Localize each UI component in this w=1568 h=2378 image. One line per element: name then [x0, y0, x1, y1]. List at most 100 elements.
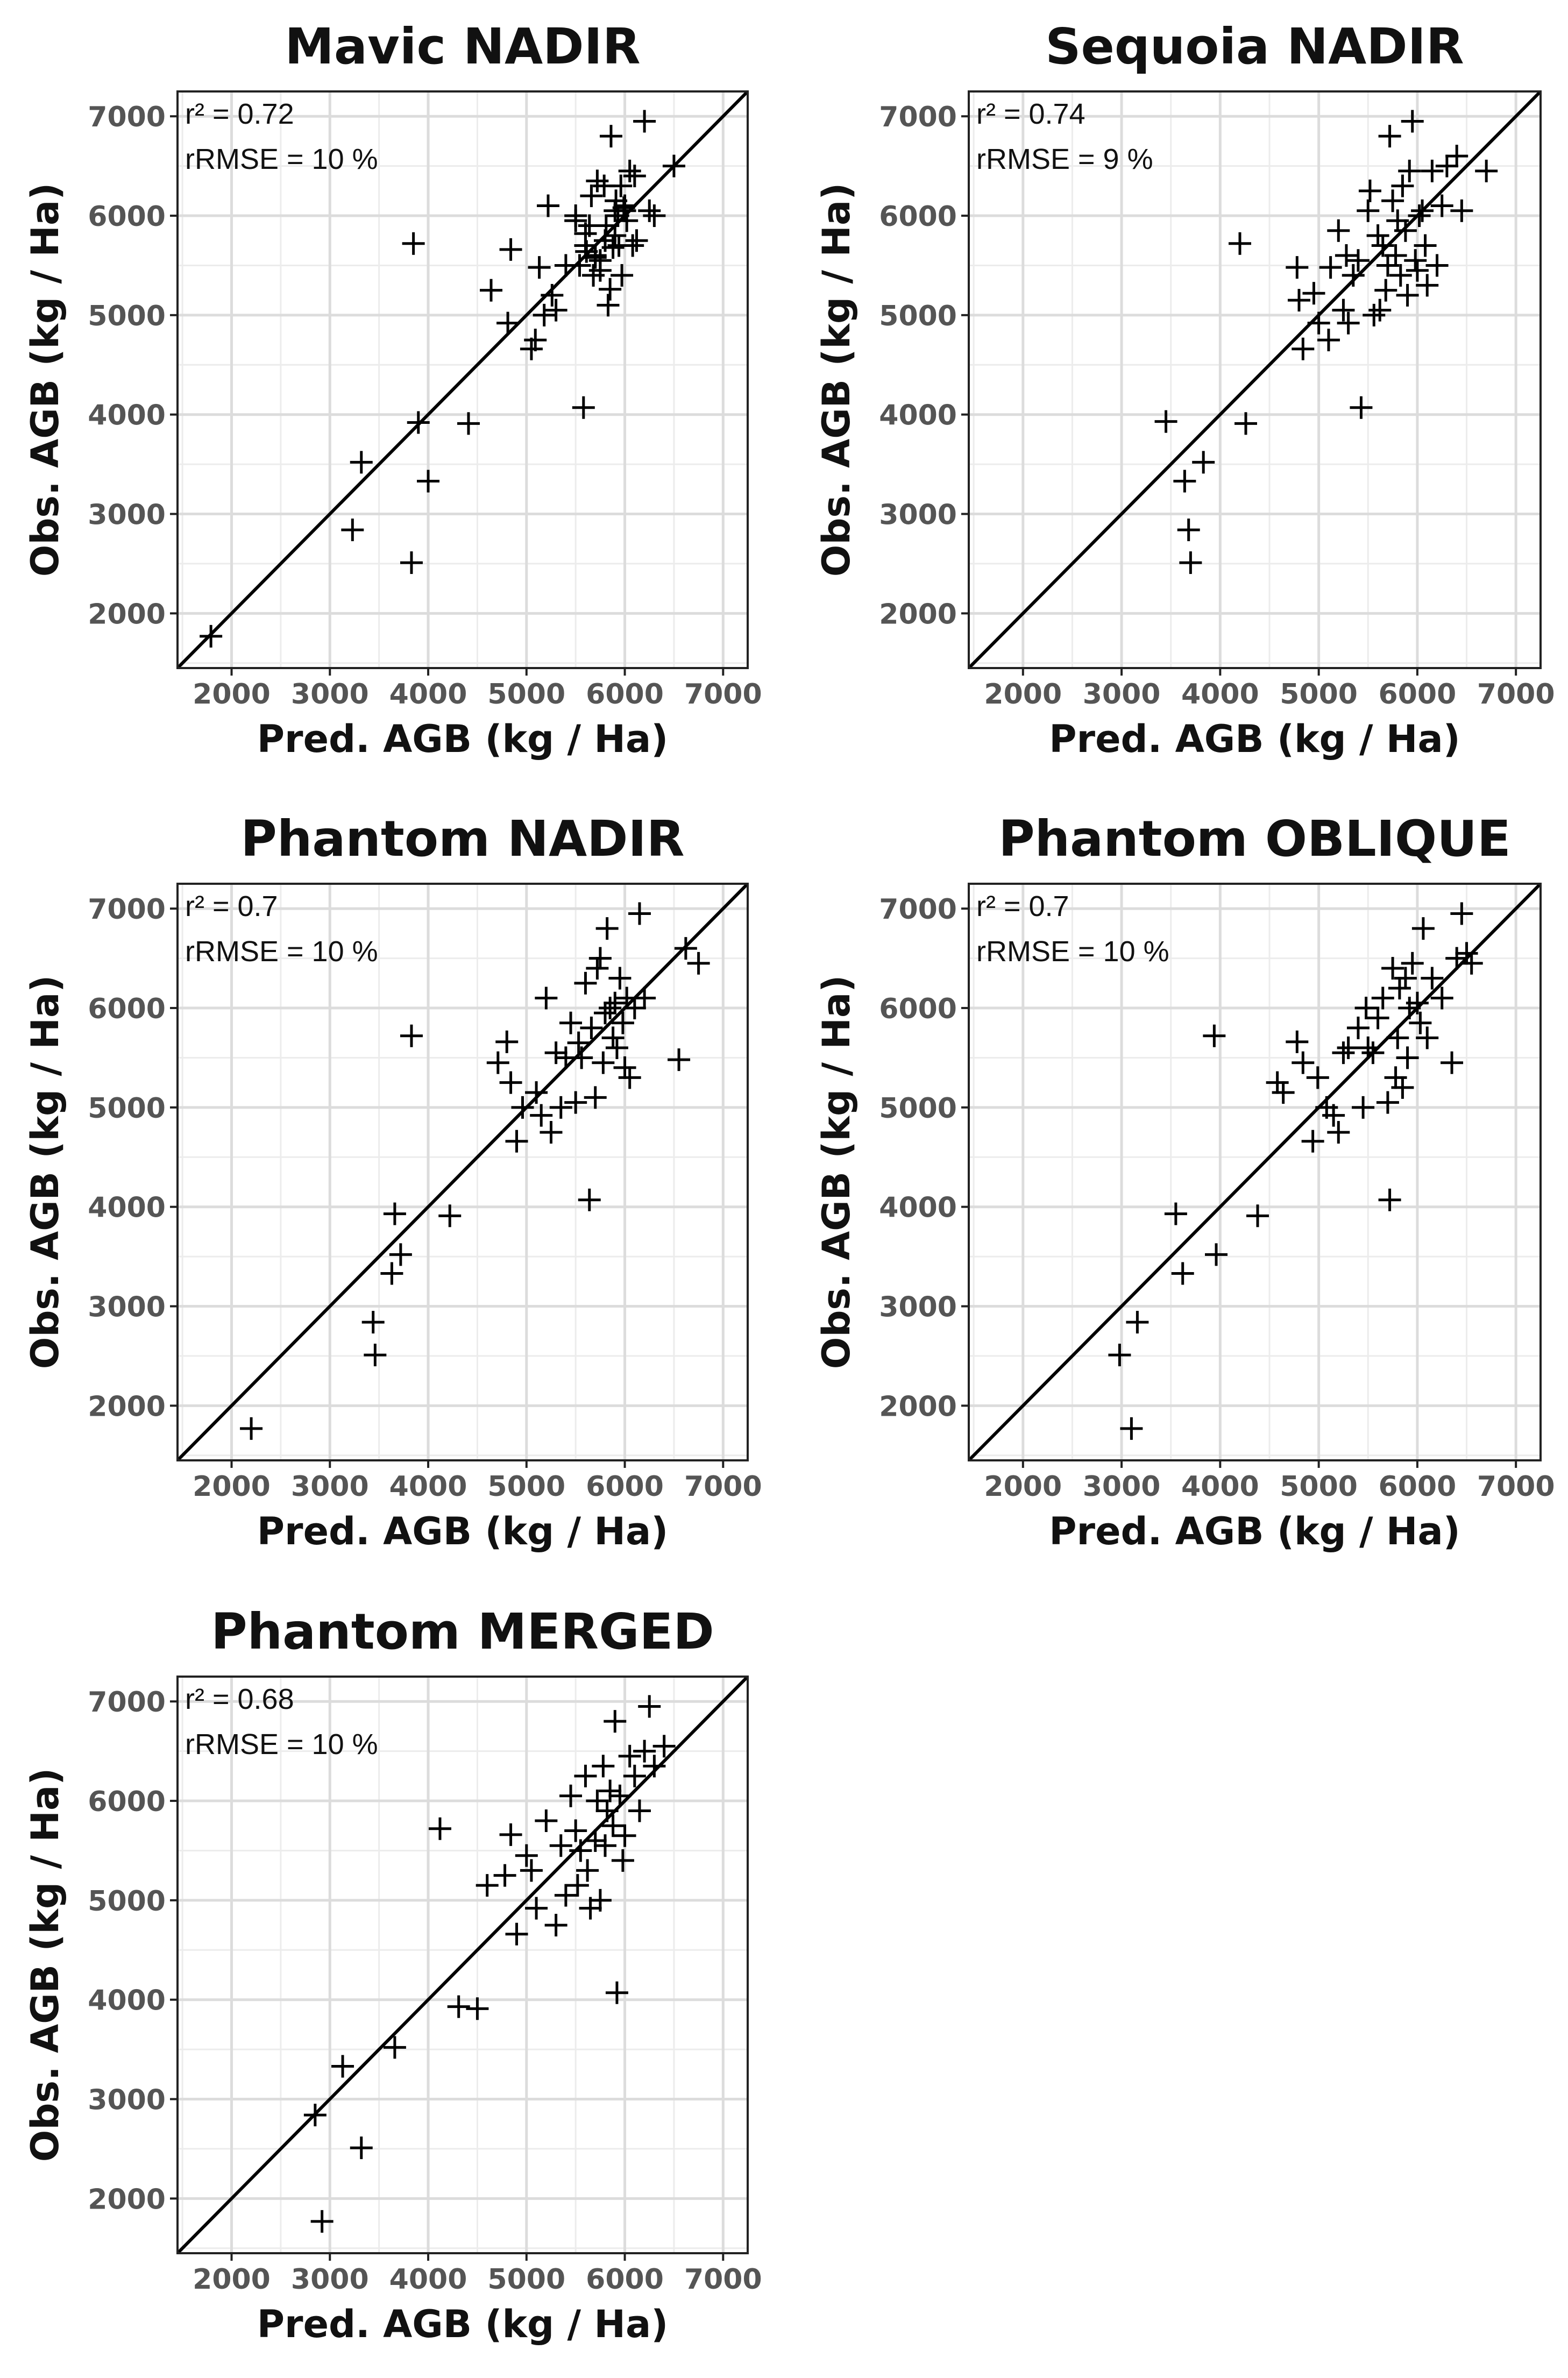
- data-point: [574, 1764, 597, 1787]
- data-point: [544, 1041, 567, 1064]
- data-point: [1368, 299, 1392, 322]
- r-squared-label: r² = 0.74: [976, 98, 1085, 130]
- data-point: [588, 1889, 612, 1912]
- y-tick-label: 3000: [879, 1291, 957, 1324]
- data-point: [537, 194, 559, 217]
- chart-title: Phantom OBLIQUE: [998, 810, 1511, 868]
- data-point: [1154, 410, 1177, 433]
- data-point: [1398, 159, 1421, 182]
- data-point: [588, 249, 612, 272]
- data-point: [605, 1036, 628, 1059]
- data-point: [457, 412, 480, 435]
- data-point: [1350, 396, 1373, 419]
- data-point: [618, 1744, 641, 1767]
- data-point: [1396, 1046, 1419, 1069]
- data-point: [1374, 279, 1397, 302]
- data-point: [599, 1779, 622, 1802]
- y-tick-label: 5000: [879, 300, 957, 332]
- x-axis-label: Pred. AGB (kg / Ha): [1049, 717, 1460, 761]
- data-point: [621, 234, 644, 257]
- data-point: [1445, 145, 1468, 168]
- data-point: [594, 1002, 616, 1025]
- data-point: [438, 1204, 462, 1227]
- data-point: [1378, 1188, 1401, 1211]
- x-tick-label: 5000: [487, 1471, 565, 1503]
- y-tick-label: 4000: [88, 1985, 166, 2017]
- data-point: [1108, 1344, 1131, 1367]
- data-point: [1357, 1036, 1380, 1059]
- r-squared-label: r² = 0.68: [185, 1683, 294, 1715]
- data-point: [1409, 1011, 1432, 1034]
- data-point: [586, 957, 609, 980]
- y-axis-label: Obs. AGB (kg / Ha): [23, 975, 67, 1369]
- rrmse-label: rRMSE = 10 %: [976, 935, 1169, 968]
- data-point: [1475, 159, 1498, 182]
- y-tick-label: 4000: [88, 400, 166, 432]
- data-point: [1381, 957, 1404, 980]
- data-point: [1450, 902, 1473, 925]
- data-point: [1388, 977, 1411, 1000]
- data-point: [447, 1995, 470, 2018]
- y-tick-label: 7000: [88, 893, 166, 926]
- data-point: [1327, 1121, 1350, 1144]
- data-point: [1171, 1262, 1194, 1285]
- data-point: [1246, 1204, 1269, 1227]
- data-point: [520, 1859, 543, 1882]
- data-point: [1292, 337, 1315, 360]
- plot-border: [968, 90, 1542, 669]
- data-point: [1287, 289, 1310, 312]
- x-tick-label: 7000: [684, 1471, 762, 1503]
- chart-panel-2: 2000 3000 4000 5000 6000 7000 2000 3000 4000 5000…: [814, 18, 1555, 761]
- data-point: [628, 902, 651, 925]
- x-tick-label: 4000: [389, 1471, 467, 1503]
- x-tick-label: 6000: [1379, 1471, 1457, 1503]
- data-point: [594, 229, 616, 252]
- data-point: [586, 1790, 609, 1813]
- data-point: [1441, 1051, 1464, 1074]
- chart-title: Phantom NADIR: [240, 810, 684, 868]
- y-tick-label: 7000: [88, 101, 166, 133]
- data-point: [389, 1243, 412, 1266]
- chart-panel-4: 2000 3000 4000 5000 6000 7000 2000 3000 4000 5000…: [814, 810, 1555, 1553]
- data-point: [574, 234, 597, 257]
- data-point: [383, 1202, 406, 1225]
- data-point: [599, 997, 622, 1020]
- data-point: [428, 1817, 451, 1840]
- y-axis-label: Obs. AGB (kg / Ha): [23, 183, 67, 577]
- rrmse-label: rRMSE = 9 %: [976, 143, 1153, 175]
- data-point: [613, 199, 636, 222]
- y-tick-label: 6000: [879, 201, 957, 233]
- data-point: [1332, 1041, 1355, 1064]
- data-point: [628, 1799, 651, 1822]
- data-point: [584, 1829, 607, 1852]
- y-tick-label: 2000: [88, 1390, 166, 1423]
- data-point: [1292, 1051, 1315, 1074]
- data-point: [1337, 311, 1360, 335]
- data-point: [1411, 199, 1434, 222]
- y-tick-label: 6000: [88, 201, 166, 233]
- data-point: [559, 1784, 583, 1807]
- data-point: [1414, 234, 1437, 257]
- data-point: [1335, 244, 1358, 267]
- x-tick-label: 7000: [684, 2263, 762, 2296]
- data-point: [1391, 1076, 1414, 1099]
- data-point: [1404, 249, 1427, 272]
- data-point: [1302, 282, 1325, 305]
- x-tick-label: 2000: [193, 1471, 271, 1503]
- data-point: [566, 1874, 589, 1897]
- data-point: [1406, 259, 1429, 282]
- x-tick-label: 3000: [1083, 1471, 1161, 1503]
- data-point: [1317, 329, 1340, 352]
- data-point: [1322, 1104, 1345, 1127]
- data-point: [595, 917, 619, 940]
- data-point: [505, 1130, 528, 1153]
- data-point: [609, 174, 633, 197]
- x-tick-label: 7000: [1477, 1471, 1555, 1503]
- data-point: [1460, 952, 1483, 975]
- data-point: [303, 2104, 327, 2127]
- data-point: [1450, 199, 1473, 222]
- data-point: [549, 1834, 572, 1857]
- data-point: [1389, 264, 1412, 287]
- data-point: [499, 238, 522, 261]
- data-point: [1378, 125, 1401, 148]
